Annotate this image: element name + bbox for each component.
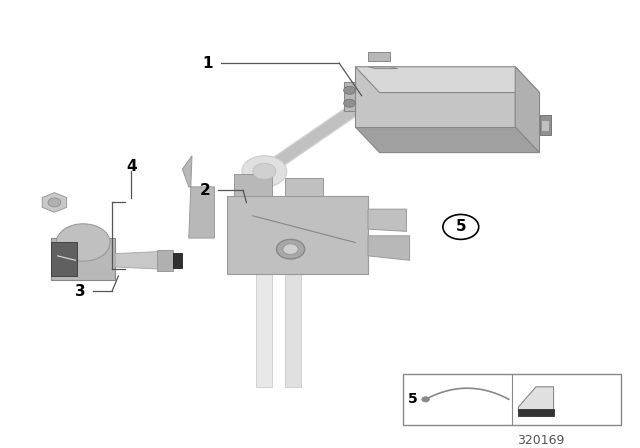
Circle shape xyxy=(48,198,61,207)
Polygon shape xyxy=(173,253,182,268)
Circle shape xyxy=(253,164,276,179)
Polygon shape xyxy=(115,251,163,269)
Polygon shape xyxy=(51,238,115,280)
Text: 2: 2 xyxy=(200,183,210,198)
Circle shape xyxy=(242,156,287,187)
Polygon shape xyxy=(234,173,272,196)
Polygon shape xyxy=(51,242,77,276)
Circle shape xyxy=(276,239,305,259)
Bar xyxy=(403,374,621,425)
Polygon shape xyxy=(344,82,355,111)
Polygon shape xyxy=(368,67,397,69)
Text: 5: 5 xyxy=(408,392,418,406)
Circle shape xyxy=(344,86,355,95)
Polygon shape xyxy=(368,52,390,61)
Circle shape xyxy=(344,99,355,107)
Polygon shape xyxy=(368,209,406,231)
Polygon shape xyxy=(355,127,540,153)
Polygon shape xyxy=(515,67,540,153)
Polygon shape xyxy=(227,196,368,274)
Circle shape xyxy=(422,396,429,402)
Polygon shape xyxy=(518,387,554,416)
Polygon shape xyxy=(256,178,272,387)
Polygon shape xyxy=(355,67,540,93)
Text: 1: 1 xyxy=(203,56,213,71)
Polygon shape xyxy=(540,115,551,135)
Polygon shape xyxy=(368,236,410,260)
Polygon shape xyxy=(541,120,549,131)
Polygon shape xyxy=(157,250,173,271)
Circle shape xyxy=(283,244,298,254)
Circle shape xyxy=(56,224,110,261)
Polygon shape xyxy=(355,67,515,127)
Text: 320169: 320169 xyxy=(517,434,564,447)
Polygon shape xyxy=(285,178,301,387)
Text: 4: 4 xyxy=(126,159,136,174)
Polygon shape xyxy=(42,193,67,212)
Polygon shape xyxy=(182,156,214,238)
Text: 5: 5 xyxy=(456,220,466,234)
Text: 3: 3 xyxy=(75,284,85,299)
Polygon shape xyxy=(518,409,554,416)
Polygon shape xyxy=(285,178,323,196)
